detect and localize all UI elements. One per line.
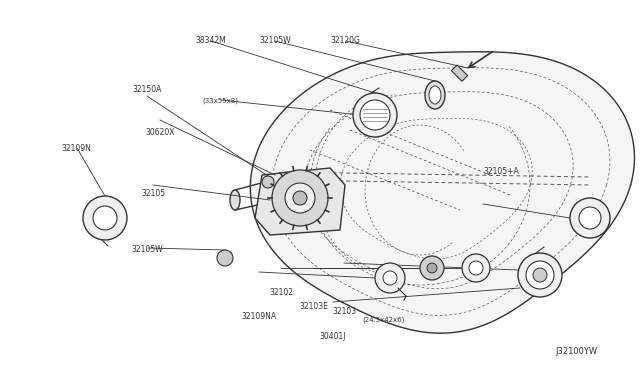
Circle shape xyxy=(420,256,444,280)
Text: 30620X: 30620X xyxy=(145,128,175,137)
Text: 32109NA: 32109NA xyxy=(242,312,276,321)
Circle shape xyxy=(272,170,328,226)
Circle shape xyxy=(579,207,601,229)
Bar xyxy=(451,65,468,81)
Circle shape xyxy=(383,271,397,285)
Text: 32105W: 32105W xyxy=(131,245,163,254)
Circle shape xyxy=(285,183,315,213)
Polygon shape xyxy=(255,168,345,235)
Circle shape xyxy=(533,268,547,282)
Ellipse shape xyxy=(429,86,441,104)
Text: 32103E: 32103E xyxy=(299,302,328,311)
Text: (24.5x42x6): (24.5x42x6) xyxy=(363,317,405,323)
Circle shape xyxy=(93,206,117,230)
Text: 32150A: 32150A xyxy=(132,85,162,94)
Text: 32120G: 32120G xyxy=(331,36,360,45)
Circle shape xyxy=(570,198,610,238)
Ellipse shape xyxy=(425,81,445,109)
Text: 30401J: 30401J xyxy=(319,332,346,341)
Text: 32103: 32103 xyxy=(332,307,356,316)
Circle shape xyxy=(217,250,233,266)
Text: 32109N: 32109N xyxy=(62,144,92,153)
Text: 32105: 32105 xyxy=(141,189,166,198)
Text: 32102: 32102 xyxy=(269,288,294,296)
Text: 38342M: 38342M xyxy=(196,36,227,45)
Text: 32105+A: 32105+A xyxy=(483,167,519,176)
Circle shape xyxy=(518,253,562,297)
Circle shape xyxy=(262,176,274,188)
Circle shape xyxy=(526,261,554,289)
Text: J32100YW: J32100YW xyxy=(555,347,597,356)
Ellipse shape xyxy=(230,190,240,210)
Circle shape xyxy=(293,191,307,205)
Text: (33x55x8): (33x55x8) xyxy=(203,97,239,104)
Circle shape xyxy=(462,254,490,282)
Circle shape xyxy=(469,261,483,275)
Polygon shape xyxy=(250,52,634,333)
Circle shape xyxy=(83,196,127,240)
Ellipse shape xyxy=(360,100,390,130)
Ellipse shape xyxy=(353,93,397,137)
Circle shape xyxy=(375,263,405,293)
Text: 32105W: 32105W xyxy=(259,36,291,45)
Circle shape xyxy=(427,263,437,273)
